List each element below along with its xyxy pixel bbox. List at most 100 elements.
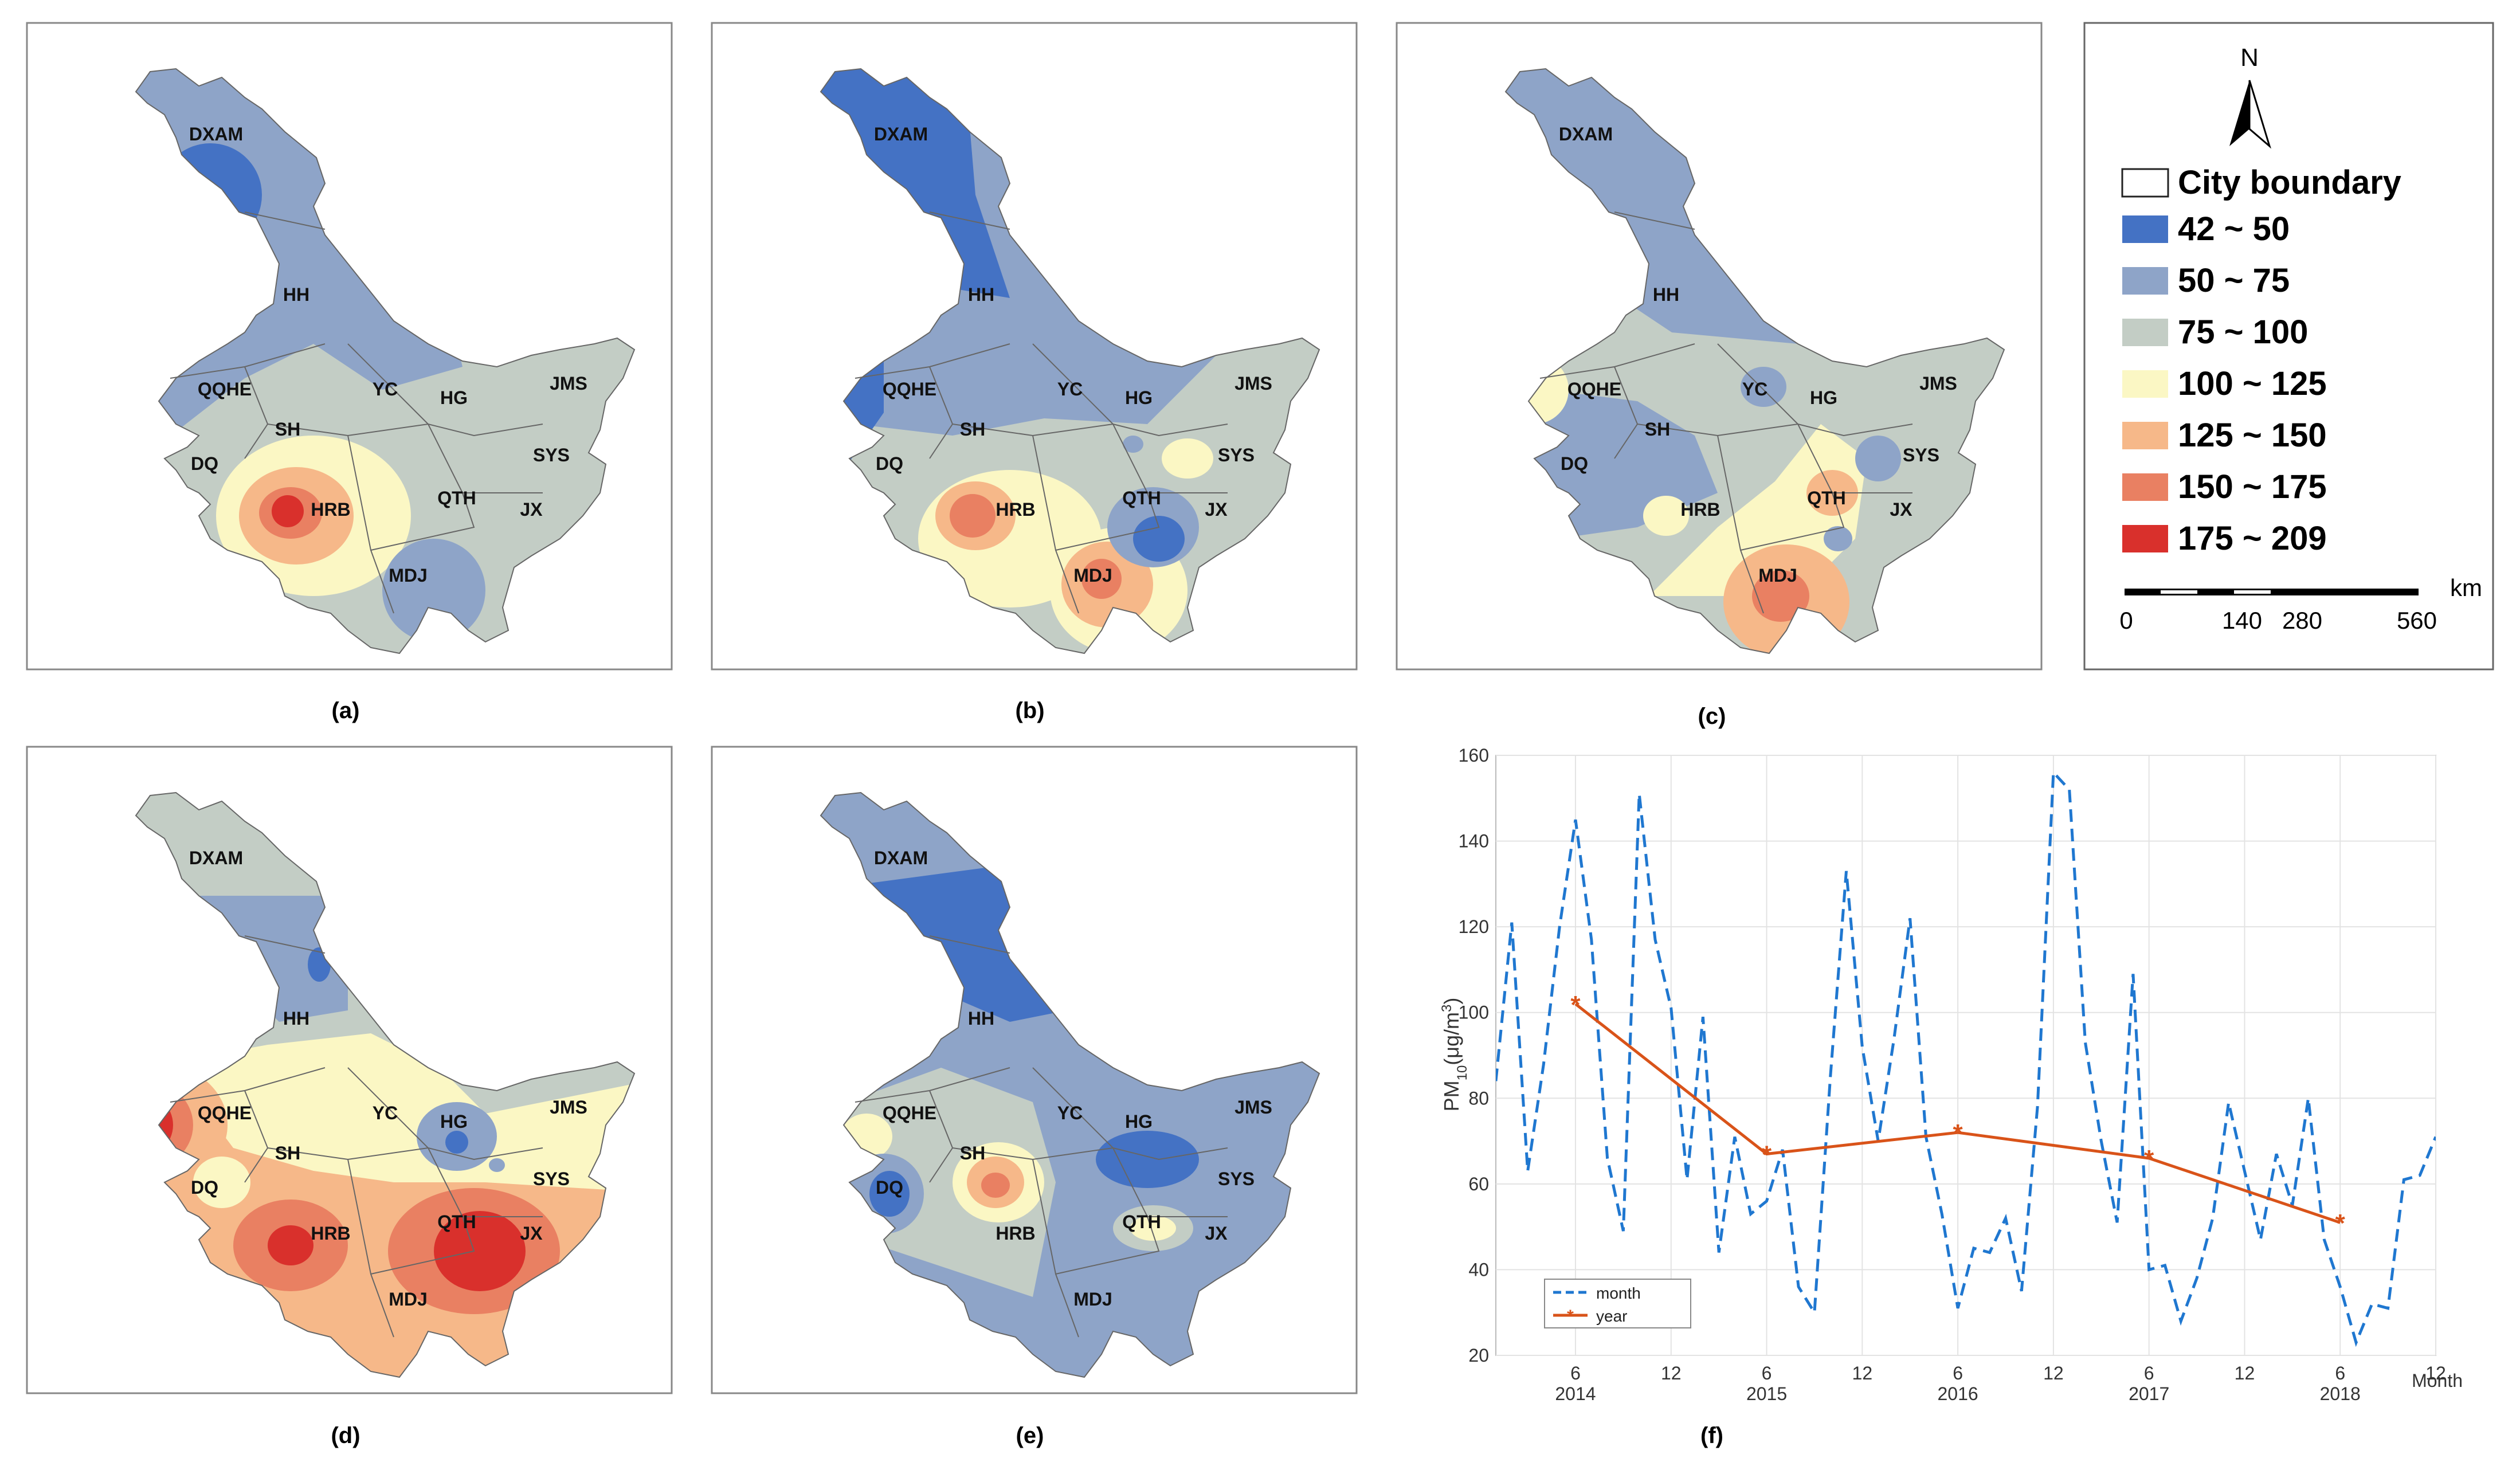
x-year-label-2017: 2017 (2129, 1383, 2169, 1404)
city-label-dxam-3: DXAM (189, 848, 243, 868)
scale-tick-280: 280 (2282, 607, 2322, 634)
city-label-sh-3: SH (275, 1143, 300, 1163)
city-label-hg-2: HG (1810, 387, 1837, 408)
city-label-jms-0: JMS (550, 373, 587, 394)
year-point-0: * (1570, 991, 1581, 1019)
scale-tick-0: 0 (2119, 607, 2133, 634)
y-tick-label-3: 80 (1468, 1088, 1489, 1108)
city-label-hh-3: HH (283, 1008, 309, 1029)
y-tick-label-5: 120 (1459, 916, 1489, 937)
x-tick-label-3: 12 (1852, 1363, 1873, 1383)
city-label-mdj-0: MDJ (389, 565, 428, 586)
chart-legend: month * year (1544, 1279, 1691, 1328)
city-label-dq-0: DQ (191, 453, 218, 474)
legend-swatch-2 (2122, 319, 2168, 346)
x-tick-label-5: 12 (2043, 1363, 2064, 1383)
city-label-hg-4: HG (1125, 1111, 1153, 1132)
y-tick-label-6: 140 (1459, 831, 1489, 852)
legend-swatch-0 (2122, 215, 2168, 243)
y-tick-label-2: 60 (1468, 1174, 1489, 1194)
city-label-sys-3: SYS (533, 1169, 570, 1189)
city-label-hh-4: HH (968, 1008, 994, 1029)
city-label-hh-1: HH (968, 284, 994, 305)
legend-year-label: year (1596, 1307, 1627, 1325)
caption-d: (d) (331, 1423, 360, 1448)
caption-e: (e) (1016, 1423, 1044, 1448)
city-label-jms-1: JMS (1234, 373, 1272, 394)
city-label-yc-2: YC (1742, 379, 1767, 399)
legend-swatch-5 (2122, 473, 2168, 501)
map-panel-e (711, 746, 1358, 1394)
x-year-label-2014: 2014 (1555, 1383, 1596, 1404)
y-tick-label-1: 40 (1468, 1259, 1489, 1280)
city-label-qqhe-3: QQHE (198, 1103, 252, 1123)
legend-class-label-5: 150 ~ 175 (2178, 468, 2327, 505)
city-label-dq-3: DQ (191, 1177, 218, 1198)
city-label-sys-2: SYS (1903, 445, 1939, 465)
city-label-mdj-3: MDJ (389, 1289, 428, 1310)
map-panel-d (26, 746, 673, 1394)
city-labels: DXAM HH QQHE YC HG JMS SH SYS DQ QTH HRB JX MDJ DXAM H… (189, 124, 1957, 1310)
city-label-sh-1: SH (960, 419, 985, 440)
scale-bar: km 0 140 280 560 (2119, 574, 2482, 634)
x-tick-label-8: 6 (2335, 1363, 2345, 1383)
series-line-month (1496, 769, 2436, 1347)
caption-c: (c) (1698, 704, 1726, 729)
city-label-dxam-0: DXAM (189, 124, 243, 144)
y-tick-label-0: 20 (1468, 1345, 1489, 1366)
city-label-jx-2: JX (1890, 499, 1912, 520)
city-label-dq-2: DQ (1561, 453, 1588, 474)
city-label-yc-4: YC (1057, 1103, 1083, 1123)
caption-a: (a) (332, 698, 360, 723)
caption-f: (f) (1700, 1423, 1723, 1448)
city-label-qth-1: QTH (1122, 488, 1161, 508)
year-point-1: * (1762, 1141, 1772, 1169)
city-label-hrb-3: HRB (311, 1223, 350, 1244)
scale-tick-560: 560 (2397, 607, 2437, 634)
city-label-jx-4: JX (1205, 1223, 1228, 1244)
legend-year-marker-icon: * (1567, 1307, 1574, 1326)
north-arrow-icon (2229, 80, 2271, 149)
legend-swatch-3 (2122, 370, 2168, 398)
city-label-sh-2: SH (1645, 419, 1670, 440)
city-label-mdj-2: MDJ (1758, 565, 1797, 586)
city-label-yc-1: YC (1057, 379, 1083, 399)
city-label-qqhe-4: QQHE (883, 1103, 936, 1123)
scale-tick-140: 140 (2222, 607, 2262, 634)
city-label-yc-0: YC (373, 379, 398, 399)
city-label-jx-3: JX (520, 1223, 543, 1244)
y-tick-label-7: 160 (1459, 745, 1489, 766)
x-year-label-2018: 2018 (2320, 1383, 2361, 1404)
chart-ylabel: PM10(μg/m3) (1439, 998, 1470, 1112)
city-label-sh-0: SH (275, 419, 300, 440)
city-label-mdj-4: MDJ (1073, 1289, 1112, 1310)
north-label: N (2240, 44, 2259, 72)
x-tick-label-2: 6 (1762, 1363, 1772, 1383)
legend-class-label-0: 42 ~ 50 (2178, 210, 2290, 248)
x-tick-label-9: 12 (2425, 1363, 2446, 1383)
legend-month-label: month (1596, 1284, 1641, 1302)
city-label-dxam-2: DXAM (1559, 124, 1613, 144)
city-label-hrb-0: HRB (311, 499, 350, 520)
city-label-hrb-2: HRB (1680, 499, 1720, 520)
city-label-jms-4: JMS (1234, 1097, 1272, 1118)
city-label-dq-4: DQ (876, 1177, 903, 1198)
legend-class-label-2: 75 ~ 100 (2178, 313, 2308, 351)
map-panel-a (26, 22, 673, 671)
legend-swatch-1 (2122, 267, 2168, 295)
legend-class-label-1: 50 ~ 75 (2178, 262, 2290, 299)
city-label-jx-0: JX (520, 499, 543, 520)
city-label-hg-3: HG (440, 1111, 468, 1132)
city-label-qth-3: QTH (437, 1212, 476, 1232)
y-tick-label-4: 100 (1459, 1002, 1489, 1023)
x-tick-label-4: 6 (1953, 1363, 1963, 1383)
city-label-dxam-4: DXAM (874, 848, 928, 868)
x-tick-label-7: 12 (2235, 1363, 2255, 1383)
city-label-sys-4: SYS (1218, 1169, 1255, 1189)
caption-b: (b) (1015, 698, 1044, 723)
city-label-qqhe-0: QQHE (198, 379, 252, 399)
city-label-yc-3: YC (373, 1103, 398, 1123)
legend: N City boundary 42 ~ 50 50 ~ 75 75 ~ 100 10… (2083, 22, 2494, 671)
